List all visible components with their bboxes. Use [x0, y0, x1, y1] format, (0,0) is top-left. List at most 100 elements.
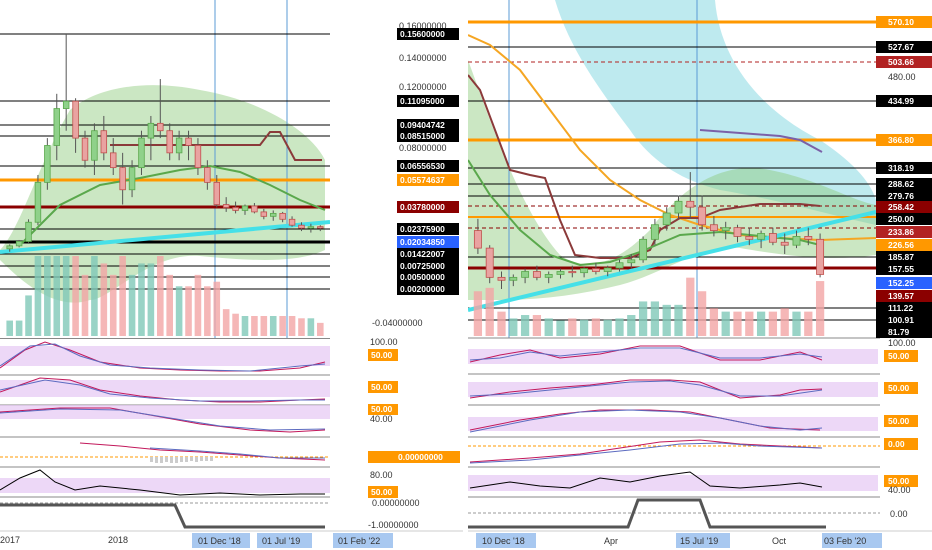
ind-tick: 100.00 [370, 337, 398, 347]
date-label-r: Oct [772, 536, 787, 546]
right-candle-body [639, 238, 648, 261]
right-volume-bar [615, 318, 624, 336]
right-volume-bar [815, 281, 825, 336]
left-price-label: 0.00500000 [400, 272, 445, 282]
left-candle-body [53, 108, 60, 146]
macd-signal [149, 447, 325, 459]
right-candle-body [650, 224, 659, 240]
right-volume-bar [721, 311, 730, 336]
left-volume-bar [279, 316, 286, 336]
right-volume-bar [568, 318, 577, 336]
left-candle-body [110, 152, 117, 169]
left-volume-bar [91, 256, 98, 336]
right-volume-bar [650, 301, 660, 336]
left-candle-body [232, 207, 239, 211]
left-candle-body [62, 100, 70, 109]
rsi-band-r2 [468, 382, 878, 397]
ind-label-r: 50.00 [888, 476, 910, 486]
left-volume-bar [251, 316, 258, 336]
left-volume-bar [25, 295, 32, 336]
right-candle-body [580, 268, 589, 274]
rsi-r1-a [469, 345, 823, 363]
right-volume-bar [509, 318, 518, 336]
right-volume-bar [520, 315, 530, 336]
ind-tick: 0.00000000 [372, 498, 420, 508]
right-candle-body [497, 276, 506, 281]
left-volume-bar [44, 256, 51, 336]
right-candle-body [721, 227, 730, 231]
ind-label-r: 50.00 [888, 383, 910, 393]
left-volume-bar [138, 263, 145, 336]
left-candle-body [81, 137, 89, 161]
left-volume-bar [298, 318, 305, 336]
left-candle-body [44, 145, 51, 183]
right-price-tick: 480.00 [888, 72, 916, 82]
left-volume-bar [241, 316, 249, 336]
left-indicator-axis: 100.00 50.00 50.00 50.00 40.00 0.0000000… [368, 337, 460, 530]
left-price-tick: 0.08000000 [399, 143, 447, 153]
left-candle-body [166, 130, 173, 154]
rsi-r2-a [469, 379, 823, 399]
right-price-label: 139.57 [888, 291, 914, 301]
right-volume-bar [579, 319, 589, 336]
macd-hist [150, 457, 213, 463]
left-volume-bar [194, 274, 202, 336]
left-candle-body [157, 122, 164, 132]
right-price-label: 258.42 [888, 202, 914, 212]
right-price-axis: 570.10 527.67 503.66 480.00 434.99 366.8… [876, 16, 932, 338]
green-cloud [0, 85, 325, 303]
stoch-band [0, 478, 330, 493]
left-candle-body [279, 212, 286, 220]
date-label: 2017 [0, 535, 20, 545]
rsi-line-2 [0, 377, 326, 403]
left-candle-body [128, 167, 136, 191]
left-volume-bar [260, 316, 268, 336]
ind-tick: 80.00 [370, 470, 393, 480]
left-candle-body [241, 205, 249, 211]
right-candle-body [485, 247, 494, 278]
right-chart[interactable]: 570.10 527.67 503.66 480.00 434.99 366.8… [468, 0, 932, 548]
left-volume-bar [62, 256, 70, 336]
right-volume-bar [591, 318, 601, 336]
left-volume-bar [269, 316, 277, 336]
ind-tick-r: 100.00 [888, 338, 916, 348]
ind-label: 50.00 [371, 487, 393, 497]
left-candle-body [119, 167, 126, 191]
ind-label: 50.00 [371, 382, 393, 392]
right-volume-bar [756, 311, 766, 336]
rsi-r3-b [469, 409, 823, 433]
left-volume-bar [317, 322, 324, 336]
left-candle-body [185, 137, 192, 146]
right-candle-body [698, 206, 707, 226]
date-label: 01 Feb '22 [338, 536, 380, 546]
right-candle-body [521, 271, 530, 278]
right-volume-bar [697, 291, 707, 336]
left-price-axis: 0.16000000 0.15600000 0.14000000 0.12000… [372, 21, 459, 328]
ind-label-r: 50.00 [888, 416, 910, 426]
right-volume-bar [473, 291, 483, 336]
rsi-band-r1 [468, 349, 878, 364]
left-price-tick: 0.14000000 [399, 53, 447, 63]
left-candle-body [204, 167, 211, 183]
right-candle-body [804, 236, 813, 240]
right-price-label: 226.56 [888, 240, 914, 250]
left-candle-body [34, 181, 42, 223]
left-price-label: 0.08515000 [400, 131, 445, 141]
right-volume-bar [544, 318, 553, 336]
left-candle-body [147, 122, 155, 139]
left-candle-body [194, 145, 202, 169]
right-candle-body [591, 268, 600, 272]
left-volume-bar [213, 281, 221, 336]
right-candle-body [674, 200, 683, 214]
rsi-line-1 [0, 341, 326, 372]
step-line [0, 503, 325, 529]
left-price-label: 0.06556530 [400, 161, 445, 171]
right-volume-bar [556, 320, 565, 336]
left-volume-bar [119, 256, 126, 336]
right-price-label: 100.91 [888, 315, 914, 325]
purple-line [699, 129, 823, 153]
left-chart[interactable]: 0.16000000 0.15600000 0.14000000 0.12000… [0, 0, 465, 548]
left-candle-body [91, 130, 98, 161]
macd-r-a [469, 439, 823, 463]
